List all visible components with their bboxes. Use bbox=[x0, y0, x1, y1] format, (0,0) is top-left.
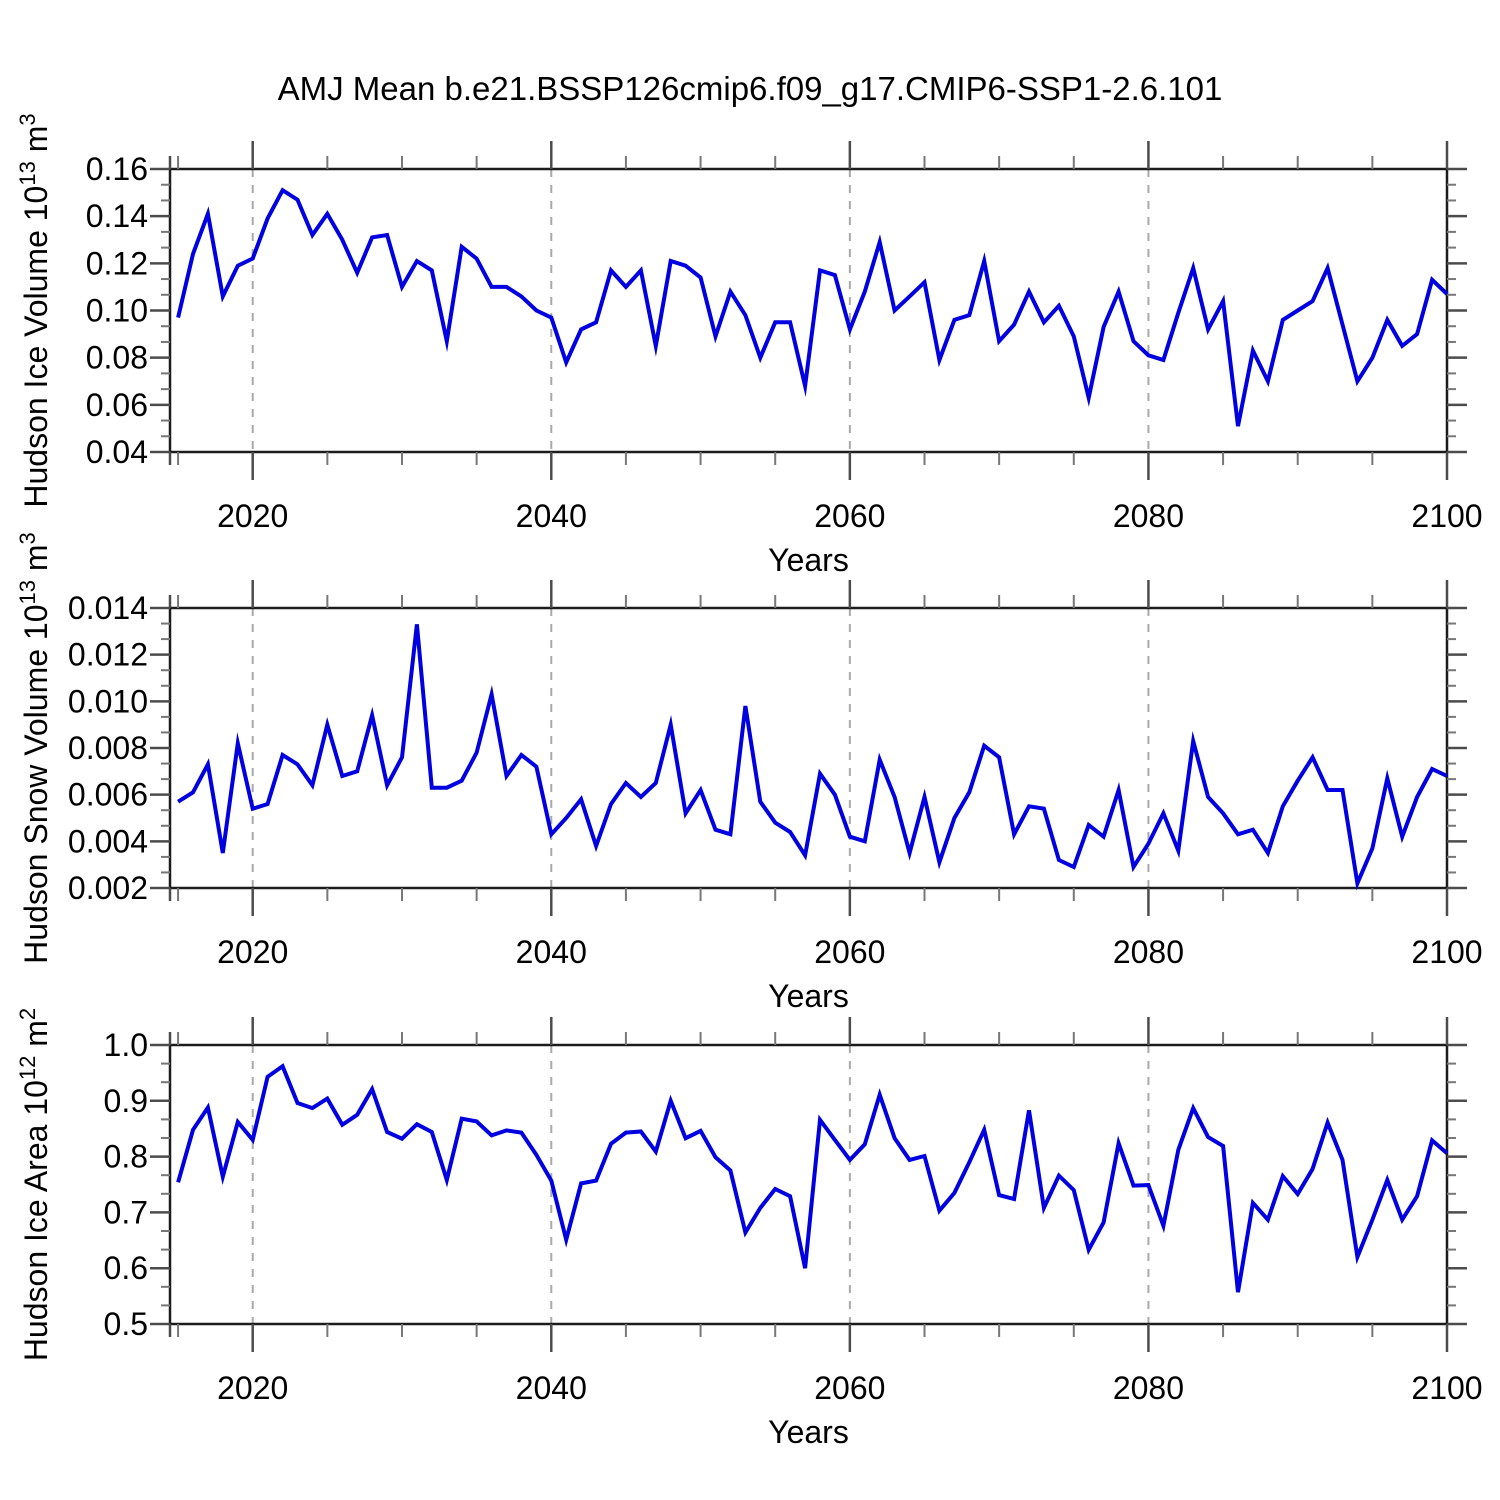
y-tick-label: 0.012 bbox=[68, 637, 148, 673]
hudson-ice-volume-line bbox=[176, 187, 1449, 427]
y-axis-title: Hudson Ice Area 1012 m2 bbox=[15, 1008, 54, 1361]
hudson-ice-volume-panel: 0.04 0.06 0.08 0.10 0.12 0.14 0.16 2020 2040 2060… bbox=[15, 113, 1483, 578]
hudson-ice-area-line bbox=[176, 1063, 1449, 1293]
x-tick-label: 2040 bbox=[516, 498, 587, 534]
figure-title: AMJ Mean b.e21.BSSP126cmip6.f09_g17.CMIP… bbox=[277, 70, 1223, 107]
y-axis-title: Hudson Snow Volume 1013 m3 bbox=[15, 532, 54, 964]
x-tick-label: 2100 bbox=[1411, 498, 1482, 534]
y-tick-label: 0.9 bbox=[104, 1083, 148, 1119]
x-tick-label: 2060 bbox=[814, 934, 885, 970]
x-tick-label: 2080 bbox=[1113, 934, 1184, 970]
y-tick-label: 0.06 bbox=[86, 387, 148, 423]
x-tick-label: 2040 bbox=[516, 1370, 587, 1406]
y-tick-label: 0.010 bbox=[68, 683, 148, 719]
x-tick-label: 2060 bbox=[814, 1370, 885, 1406]
y-tick-label: 0.002 bbox=[68, 870, 148, 906]
hudson-snow-volume-panel: 0.002 0.004 0.006 0.008 0.010 0.012 0.014 2020 2… bbox=[15, 532, 1483, 1014]
y-tick-label: 0.14 bbox=[86, 198, 148, 234]
hudson-ice-area-panel: 0.5 0.6 0.7 0.8 0.9 1.0 2020 2040 2060 2080 2100 Hu… bbox=[15, 1008, 1483, 1450]
x-tick-label: 2100 bbox=[1411, 934, 1482, 970]
x-axis-title: Years bbox=[768, 542, 849, 578]
x-axis-title: Years bbox=[768, 978, 849, 1014]
y-tick-label: 0.8 bbox=[104, 1139, 148, 1175]
y-axis-title: Hudson Ice Volume 1013 m3 bbox=[15, 113, 54, 507]
y-tick-label: 0.5 bbox=[104, 1306, 148, 1342]
x-tick-label: 2080 bbox=[1113, 498, 1184, 534]
plot-border bbox=[168, 167, 1449, 454]
x-tick-label: 2040 bbox=[516, 934, 587, 970]
y-tick-label: 0.16 bbox=[86, 151, 148, 187]
y-tick-label: 0.04 bbox=[86, 434, 148, 470]
x-tick-label: 2020 bbox=[217, 934, 288, 970]
y-tick-label: 0.10 bbox=[86, 293, 148, 329]
x-tick-label: 2080 bbox=[1113, 1370, 1184, 1406]
x-tick-label: 2100 bbox=[1411, 1370, 1482, 1406]
plot-border bbox=[168, 1043, 1449, 1326]
y-tick-label: 0.08 bbox=[86, 340, 148, 376]
y-tick-label: 0.006 bbox=[68, 777, 148, 813]
y-tick-label: 0.008 bbox=[68, 730, 148, 766]
y-tick-label: 0.12 bbox=[86, 245, 148, 281]
x-tick-label: 2020 bbox=[217, 498, 288, 534]
x-tick-label: 2060 bbox=[814, 498, 885, 534]
hudson-snow-volume-line bbox=[177, 624, 1448, 891]
x-axis-title: Years bbox=[768, 1414, 849, 1450]
y-tick-label: 0.6 bbox=[104, 1250, 148, 1286]
y-tick-label: 0.004 bbox=[68, 823, 148, 859]
y-tick-label: 0.7 bbox=[104, 1194, 148, 1230]
y-tick-label: 0.014 bbox=[68, 590, 148, 626]
x-tick-label: 2020 bbox=[217, 1370, 288, 1406]
y-tick-label: 1.0 bbox=[104, 1027, 148, 1063]
